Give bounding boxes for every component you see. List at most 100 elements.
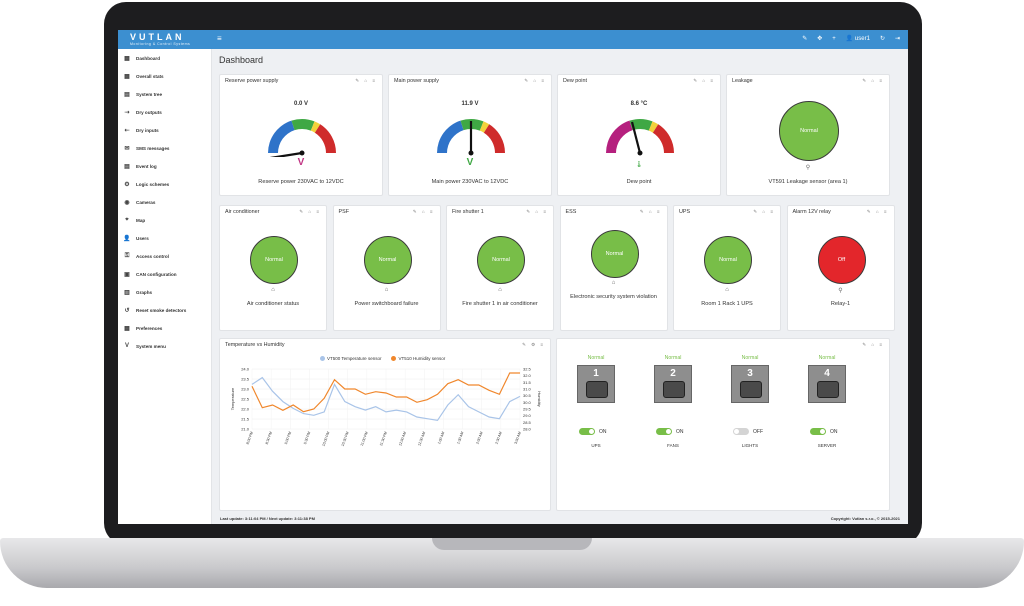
x-tick: 1:30 AM [456,431,464,445]
move-icon[interactable]: ✥ [817,36,823,42]
status-caption: Relay-1 [830,301,851,307]
outlet-status: Normal [741,355,759,361]
sidebar-item-dry-inputs[interactable]: ⇠ Dry inputs [118,121,211,139]
chart-card: Temperature vs Humidity ✎ ⚙ ≡ VT500 Temp… [219,338,551,511]
outlet-toggle[interactable]: ON [579,428,607,435]
camera-icon: ◉ [124,199,130,206]
series-line-1 [251,372,520,413]
status-indicator: Normal [477,236,525,284]
status-card-air-conditioner: Air conditioner ✎ ⌂ ≡ Normal ⌂ Air condi… [219,205,327,331]
outlet-toggle[interactable]: OFF [733,428,763,435]
card-title: UPS [679,209,691,215]
outlet-toggle[interactable]: ON [656,428,684,435]
sidebar-item-logic-schemes[interactable]: ⚙ Logic schemes [118,175,211,193]
card-tools[interactable]: ✎ ⌂ ≡ [412,209,435,214]
sidebar-item-system-tree[interactable]: ▤ System tree [118,85,211,103]
x-tick: 2:30 AM [495,431,503,445]
status-card-psf: PSF ✎ ⌂ ≡ Normal ⌂ Power switchboard fai… [332,205,441,331]
gauge-caption: Reserve power 230VAC to 12VDC [258,179,344,185]
gauge-caption: Main power 230VAC to 12VDC [431,179,509,185]
logout-icon[interactable]: ⇥ [894,36,900,42]
sidebar-item-map[interactable]: ⌖ Map [118,211,211,229]
add-icon[interactable]: + [832,35,836,42]
leakage-card: Leakage ✎ ⌂ ≡ Normal ⚲ VT591 Leakage sen… [726,74,890,196]
sidebar-item-label: Overall stats [136,73,164,79]
outlet-3[interactable]: Normal 3 [731,355,769,407]
y-tick-right: 28.5 [523,420,532,425]
sidebar: ▦ Dashboard ▦ Overall stats ▤ System tree ⇢ Dry… [118,49,212,524]
sidebar-item-reset-smoke-detectors[interactable]: ↺ Reset smoke detectors [118,301,211,319]
sidebar-item-access-control[interactable]: ⚿ Access control [118,247,211,265]
leakage-status-indicator: Normal [779,101,839,161]
outlet-toggle[interactable]: ON [810,428,838,435]
refresh-icon[interactable]: ↻ [879,36,885,42]
status-card-fire-shutter-1: Fire shutter 1 ✎ ⌂ ≡ Normal ⌂ Fire shutt… [446,205,554,331]
legend-item-temperature[interactable]: VT500 Temperature sensor [320,356,381,362]
outlet-1[interactable]: Normal 1 [577,355,615,407]
sidebar-item-dry-outputs[interactable]: ⇢ Dry outputs [118,103,211,121]
sidebar-item-can-configuration[interactable]: ▣ CAN configuration [118,265,211,283]
y-tick-right: 32.0 [523,373,532,378]
card-tools[interactable]: ✎ ⌂ ≡ [299,209,321,214]
card-tools[interactable]: ✎ ⌂ ≡ [693,78,715,83]
y-tick-right: 29.5 [523,407,532,412]
device-icon: ⌂ [725,287,729,293]
status-card-alarm-12v-relay: Alarm 12V relay ✎ ⌂ ≡ Off ⚲ Relay-1 [786,205,895,331]
can-icon: ▣ [124,271,130,278]
gauge-card-dewpoint: Dew point ✎ ⌂ ≡ 8.6 °C 🌡 Dew point [557,74,721,196]
sidebar-item-dashboard[interactable]: ▦ Dashboard [118,49,211,67]
card-tools[interactable]: ✎ ⌂ ≡ [862,342,884,347]
series-line-0 [251,376,521,422]
legend-item-humidity[interactable]: VT510 Humidity sensor [391,356,445,362]
card-tools[interactable]: ✎ ⌂ ≡ [526,209,548,214]
sidebar-item-system-menu[interactable]: V System menu [118,337,211,355]
status-caption: Room 1 Rack 1 UPS [701,301,753,307]
card-tools[interactable]: ✎ ⌂ ≡ [524,78,546,83]
card-tools[interactable]: ✎ ⌂ ≡ [866,209,889,214]
users-icon: 👤 [123,235,131,242]
outlet-status: Normal [587,355,605,361]
y-tick-right: 28.0 [523,427,532,432]
outlet-label: LIGHTS [741,443,759,448]
sidebar-item-label: System tree [136,91,163,97]
toggle-switch[interactable] [810,428,826,435]
power-socket-icon: 4 [808,365,846,403]
card-tools[interactable]: ✎ ⌂ ≡ [639,209,662,214]
menu-icon[interactable]: ≡ [217,34,222,43]
sidebar-item-preferences[interactable]: ▦ Preferences [118,319,211,337]
status-caption: Electronic security system violation [570,294,657,300]
card-tools[interactable]: ✎ ⌂ ≡ [355,78,377,83]
outlet-number: 1 [593,368,599,379]
sidebar-item-label: Logic schemes [136,181,170,187]
outlet-4[interactable]: Normal 4 [808,355,846,407]
sidebar-item-users[interactable]: 👤 Users [118,229,211,247]
gauge-dial [606,119,674,156]
toggle-switch[interactable] [656,428,672,435]
brand-tagline: Monitoring & Control Systems [130,42,191,46]
sidebar-item-label: Dashboard [136,55,160,61]
card-tools[interactable]: ✎ ⌂ ≡ [753,209,775,214]
toggle-switch[interactable] [733,428,749,435]
gauge-card-main: Main power supply ✎ ⌂ ≡ 11.9 V V Main po… [388,74,552,196]
edit-icon[interactable]: ✎ [802,36,808,42]
card-tools[interactable]: ✎ ⌂ ≡ [862,78,884,83]
sidebar-item-graphs[interactable]: ▥ Graphs [118,283,211,301]
y-axis-label-right: Humidity [537,391,542,407]
socket-face [663,381,685,398]
outlet-2[interactable]: Normal 2 [654,355,692,407]
card-tools[interactable]: ✎ ⚙ ≡ [522,342,545,347]
card-title: ESS [565,209,577,215]
sidebar-item-sms-messages[interactable]: ✉ SMS messages [118,139,211,157]
brand-logo[interactable]: VUTLAN [130,32,185,42]
y-tick-right: 29.0 [523,413,532,418]
sidebar-item-cameras[interactable]: ◉ Cameras [118,193,211,211]
toggle-label: OFF [753,428,763,435]
power-socket-icon: 2 [654,365,692,403]
user-menu[interactable]: 👤 user1 [846,35,870,42]
sidebar-item-overall-stats[interactable]: ▦ Overall stats [118,67,211,85]
status-indicator: Normal [250,236,298,284]
socket-face [817,381,839,398]
sidebar-item-event-log[interactable]: ▤ Event log [118,157,211,175]
toggle-switch[interactable] [579,428,595,435]
sidebar-item-label: CAN configuration [136,271,177,277]
